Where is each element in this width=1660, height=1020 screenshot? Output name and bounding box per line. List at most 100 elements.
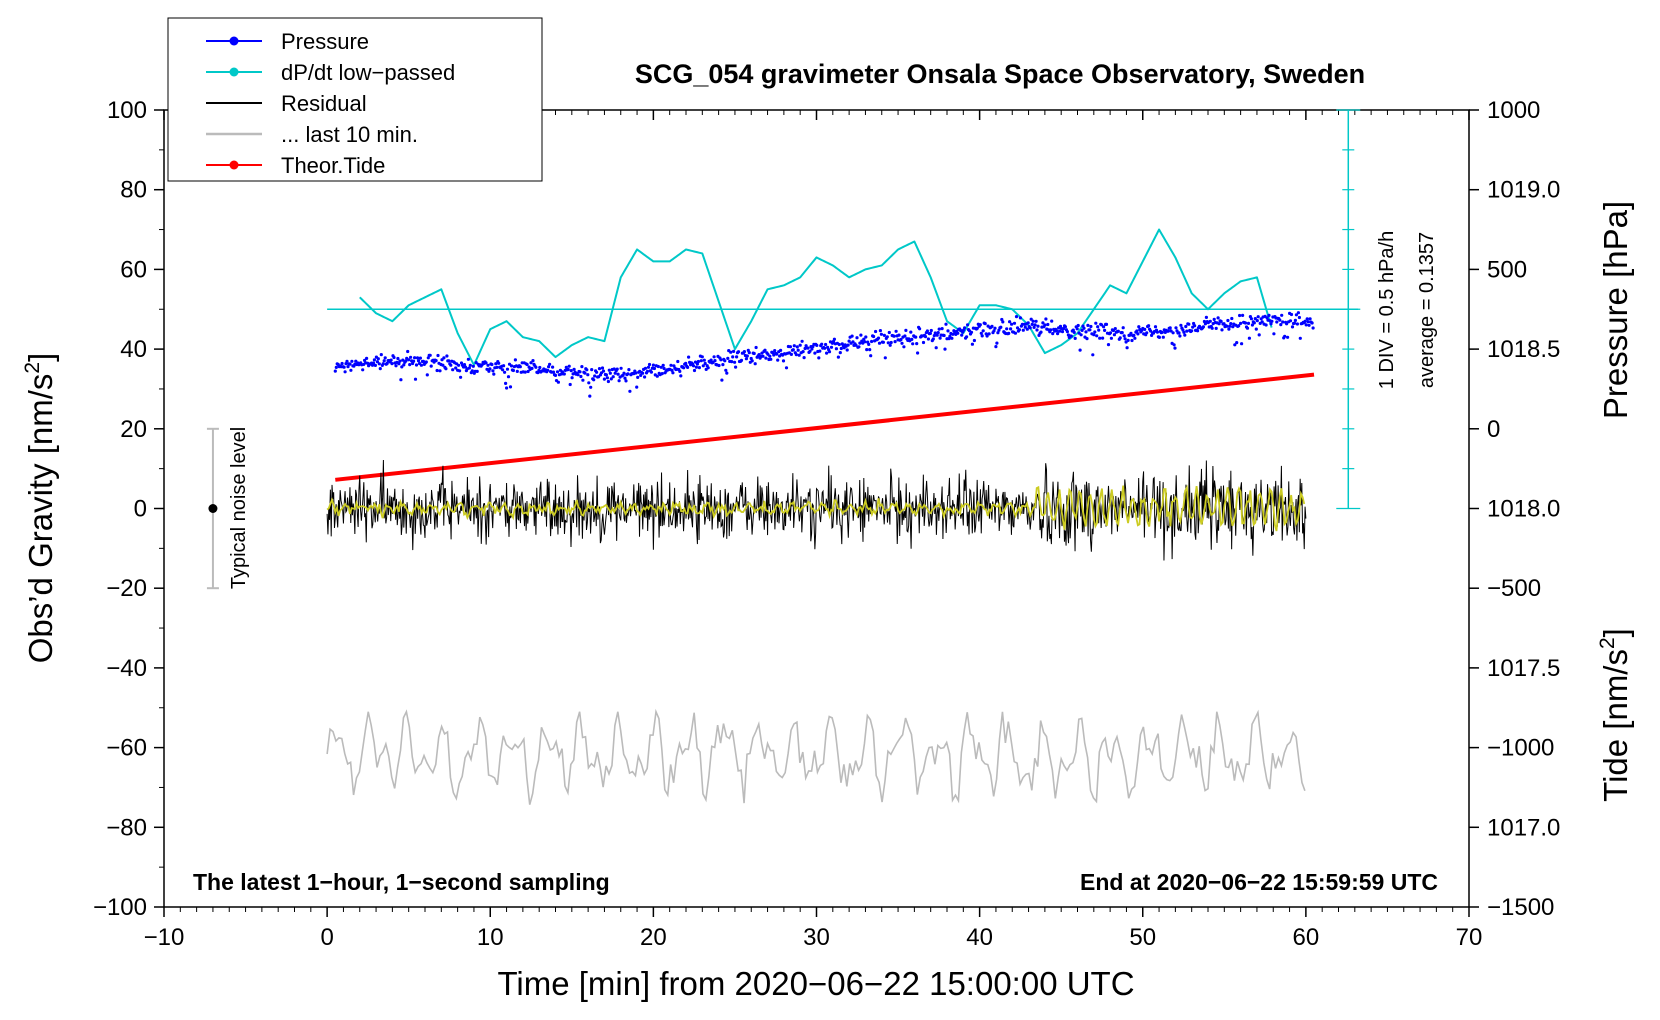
pressure-point bbox=[454, 366, 458, 370]
pressure-point bbox=[733, 360, 737, 364]
x-axis: −10 0 10 20 30 40 50 60 70 bbox=[144, 110, 1482, 951]
pressure-point bbox=[1014, 315, 1019, 319]
pressure-point bbox=[1219, 319, 1223, 323]
pressure-point bbox=[1290, 325, 1295, 329]
pressure-point bbox=[1201, 325, 1205, 329]
pressure-point bbox=[1212, 317, 1216, 321]
pressure-point bbox=[389, 358, 393, 362]
pressure-point bbox=[1097, 328, 1101, 332]
pressure-point bbox=[940, 327, 944, 331]
pressure-point bbox=[883, 356, 887, 360]
pressure-point bbox=[721, 363, 725, 367]
pressure-point bbox=[435, 368, 439, 373]
pressure-point bbox=[466, 357, 470, 361]
pressure-point bbox=[1147, 324, 1151, 328]
pressure-point bbox=[806, 346, 810, 350]
pressure-point bbox=[734, 365, 738, 369]
y-tick-label: −40 bbox=[106, 655, 147, 682]
pressure-point bbox=[1308, 317, 1312, 321]
end-time-label: End at 2020−06−22 15:59:59 UTC bbox=[1080, 869, 1438, 895]
pressure-point bbox=[726, 356, 730, 360]
legend-marker bbox=[229, 36, 239, 46]
pressure-point bbox=[696, 359, 701, 364]
pressure-point bbox=[617, 379, 621, 383]
pressure-point bbox=[1174, 326, 1178, 330]
pressure-point bbox=[695, 362, 700, 366]
tide-axis-title: Tide [nm/s2] bbox=[1596, 628, 1634, 802]
dpdt-scale-bar bbox=[1336, 109, 1361, 510]
pressure-point bbox=[1109, 336, 1113, 340]
pressure-point bbox=[371, 361, 376, 365]
pressure-point bbox=[494, 362, 498, 366]
pressure-point bbox=[1145, 331, 1149, 335]
pressure-point bbox=[413, 356, 417, 360]
pressure-point bbox=[948, 334, 952, 338]
pressure-point bbox=[825, 351, 829, 355]
pressure-point bbox=[1031, 319, 1035, 323]
pressure-point bbox=[794, 353, 798, 357]
pressure-point bbox=[1294, 313, 1298, 317]
tide-axis-title-sup: 2 bbox=[1596, 637, 1619, 649]
pressure-point bbox=[1136, 332, 1140, 336]
pressure-point bbox=[709, 358, 713, 362]
pressure-point bbox=[641, 371, 645, 375]
pressure-point bbox=[829, 345, 834, 349]
y-axis-tide: −1500 −1000 −500 0 500 1000 bbox=[1469, 97, 1554, 921]
pressure-point bbox=[1029, 317, 1033, 321]
pressure-point bbox=[750, 359, 754, 363]
pressure-point bbox=[969, 330, 974, 334]
pressure-point bbox=[1051, 332, 1055, 336]
y-tick-label: −20 bbox=[106, 575, 147, 602]
pressure-point bbox=[1010, 322, 1014, 326]
scale-average-label: average = 0.1357 bbox=[1416, 232, 1438, 388]
pressure-point bbox=[639, 373, 643, 377]
pressure-series bbox=[333, 311, 1315, 398]
pressure-point bbox=[506, 375, 511, 379]
pressure-point bbox=[609, 377, 613, 381]
pressure-point bbox=[1046, 322, 1050, 327]
pressure-point bbox=[412, 359, 416, 363]
pressure-point bbox=[409, 355, 413, 359]
pressure-point bbox=[333, 369, 337, 373]
pressure-point bbox=[346, 365, 350, 369]
pressure-point bbox=[1230, 316, 1234, 321]
pressure-point bbox=[607, 368, 611, 372]
pressure-point bbox=[605, 376, 610, 380]
pressure-point bbox=[1043, 323, 1047, 327]
theor-tide-series bbox=[335, 372, 1315, 482]
theor-tide-line bbox=[335, 372, 1315, 482]
pressure-point bbox=[817, 356, 821, 360]
pressure-point bbox=[899, 337, 903, 342]
pressure-point bbox=[508, 385, 513, 389]
pressure-point bbox=[471, 364, 475, 368]
pressure-point bbox=[1172, 343, 1176, 347]
y-axis-gravity: −100 −80 −60 −40 −20 0 20 40 60 80 100 bbox=[93, 97, 164, 921]
pressure-point bbox=[1094, 321, 1098, 325]
pressure-point bbox=[457, 363, 461, 367]
pressure-point bbox=[579, 374, 583, 379]
pressure-point bbox=[1137, 325, 1141, 329]
pressure-point bbox=[425, 373, 429, 377]
pressure-point bbox=[343, 370, 347, 374]
pressure-point bbox=[928, 331, 933, 335]
pressure-point bbox=[378, 367, 382, 371]
pressure-point bbox=[863, 340, 867, 344]
pressure-point bbox=[1264, 323, 1268, 327]
pressure-point bbox=[451, 368, 455, 372]
pressure-point bbox=[569, 369, 573, 373]
pressure-point bbox=[1091, 353, 1095, 357]
pressure-point bbox=[576, 373, 580, 377]
residual-series bbox=[326, 460, 1307, 561]
pressure-point bbox=[526, 369, 530, 374]
pressure-point bbox=[1267, 313, 1271, 317]
pressure-point bbox=[1204, 315, 1208, 319]
pressure-point bbox=[1293, 318, 1297, 322]
pressure-point bbox=[918, 327, 922, 331]
pressure-point bbox=[503, 370, 507, 374]
pressure-point bbox=[747, 351, 751, 355]
pressure-point bbox=[396, 356, 400, 361]
pressure-point bbox=[1076, 323, 1080, 328]
pressure-point bbox=[1033, 323, 1037, 327]
pressure-point bbox=[1108, 331, 1113, 335]
pressure-point bbox=[662, 366, 666, 371]
